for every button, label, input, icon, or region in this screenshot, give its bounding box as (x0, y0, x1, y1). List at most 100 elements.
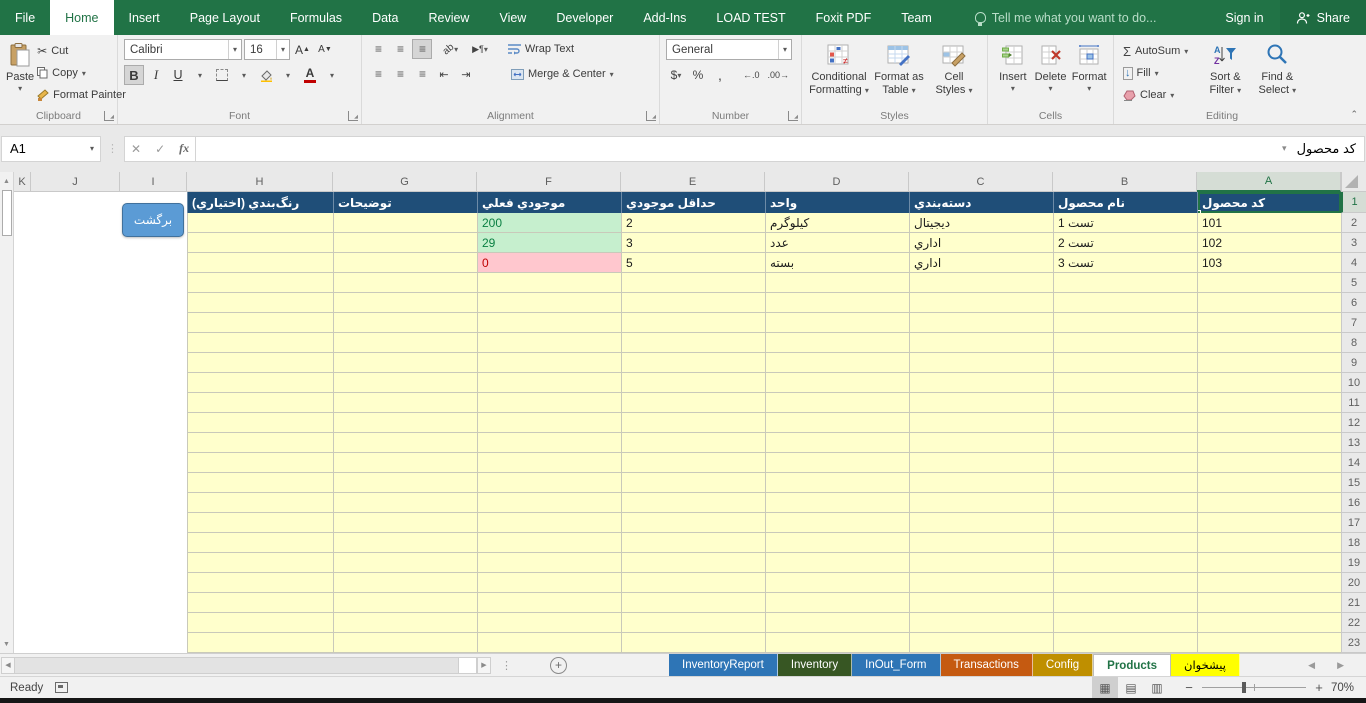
cell-B14[interactable] (1053, 453, 1197, 473)
cell-E17[interactable] (621, 513, 765, 533)
cell-I18[interactable] (120, 533, 187, 553)
cell-H14[interactable] (187, 453, 333, 473)
cell-H13[interactable] (187, 433, 333, 453)
row-header-23[interactable]: 23 (1341, 633, 1366, 653)
cell-K7[interactable] (14, 313, 31, 333)
cell-F3[interactable]: 29 (477, 233, 621, 253)
column-header-E[interactable]: E (621, 172, 765, 192)
cell-D15[interactable] (765, 473, 909, 493)
cell-A11[interactable] (1197, 393, 1341, 413)
row-header-1[interactable]: 1 (1341, 192, 1366, 213)
confirm-entry-button[interactable]: ✓ (155, 141, 166, 156)
column-header-C[interactable]: C (909, 172, 1053, 192)
next-sheet-icon[interactable]: ▶ (1337, 659, 1344, 670)
cell-C4[interactable]: اداري (909, 253, 1053, 273)
ribbon-tab-load-test[interactable]: LOAD TEST (716, 10, 786, 25)
cell-I12[interactable] (120, 413, 187, 433)
cell-G9[interactable] (333, 353, 477, 373)
cell-F13[interactable] (477, 433, 621, 453)
cell-A20[interactable] (1197, 573, 1341, 593)
cell-E16[interactable] (621, 493, 765, 513)
cell-I8[interactable] (120, 333, 187, 353)
cell-C3[interactable]: اداري (909, 233, 1053, 253)
cell-B18[interactable] (1053, 533, 1197, 553)
row-header-11[interactable]: 11 (1341, 393, 1366, 413)
increase-decimal-button[interactable]: ←.0 (743, 70, 760, 80)
cell-B22[interactable] (1053, 613, 1197, 633)
row-header-15[interactable]: 15 (1341, 473, 1366, 493)
column-header-G[interactable]: G (333, 172, 477, 192)
cell-K22[interactable] (14, 613, 31, 633)
cell-B5[interactable] (1053, 273, 1197, 293)
font-size-combo[interactable]: 16 ▾ (244, 39, 290, 60)
formula-bar-expand-icon[interactable]: ▾ (1282, 143, 1287, 153)
cell-J9[interactable] (31, 353, 120, 373)
column-header-D[interactable]: D (765, 172, 909, 192)
cell-G13[interactable] (333, 433, 477, 453)
cell-J10[interactable] (31, 373, 120, 393)
ribbon-tab-home[interactable]: Home (50, 0, 114, 35)
cell-E4[interactable]: 5 (621, 253, 765, 273)
sheet-tab-config[interactable]: Config (1032, 654, 1094, 676)
sign-in-button[interactable]: Sign in (1225, 10, 1264, 25)
cell-I21[interactable] (120, 593, 187, 613)
cell-F18[interactable] (477, 533, 621, 553)
cell-styles-button[interactable]: Cell Styles ▾ (928, 39, 980, 106)
horizontal-scroll-thumb[interactable] (15, 656, 459, 674)
cell-E1[interactable]: حداقل موجودي (621, 192, 765, 213)
cell-B7[interactable] (1053, 313, 1197, 333)
cell-I11[interactable] (120, 393, 187, 413)
cell-F2[interactable]: 200 (477, 213, 621, 233)
row-header-18[interactable]: 18 (1341, 533, 1366, 553)
cell-K21[interactable] (14, 593, 31, 613)
cell-B1[interactable]: نام محصول (1053, 192, 1197, 213)
cell-H8[interactable] (187, 333, 333, 353)
cell-A14[interactable] (1197, 453, 1341, 473)
cell-C20[interactable] (909, 573, 1053, 593)
cell-E14[interactable] (621, 453, 765, 473)
cell-K2[interactable] (14, 213, 31, 233)
ribbon-tab-file[interactable]: File (15, 10, 36, 25)
cell-C14[interactable] (909, 453, 1053, 473)
row-header-6[interactable]: 6 (1341, 293, 1366, 313)
cell-A10[interactable] (1197, 373, 1341, 393)
cell-J11[interactable] (31, 393, 120, 413)
cell-E11[interactable] (621, 393, 765, 413)
cell-I9[interactable] (120, 353, 187, 373)
cell-K18[interactable] (14, 533, 31, 553)
cell-H19[interactable] (187, 553, 333, 573)
accounting-format-button[interactable]: $ ▾ (670, 68, 682, 82)
orientation-button[interactable]: ab ▾ (440, 41, 459, 57)
cell-A4[interactable]: 103 (1197, 253, 1341, 273)
cell-G1[interactable]: توضيحات (333, 192, 477, 213)
cell-E9[interactable] (621, 353, 765, 373)
cell-H11[interactable] (187, 393, 333, 413)
cell-B12[interactable] (1053, 413, 1197, 433)
cell-A3[interactable]: 102 (1197, 233, 1341, 253)
autosum-button[interactable]: Σ AutoSum ▾ (1123, 43, 1189, 59)
zoom-level[interactable]: 70% (1330, 681, 1354, 694)
cell-I13[interactable] (120, 433, 187, 453)
cell-C10[interactable] (909, 373, 1053, 393)
cell-I5[interactable] (120, 273, 187, 293)
cell-G19[interactable] (333, 553, 477, 573)
fill-button[interactable]: ↓ Fill ▾ (1123, 66, 1159, 80)
cell-H4[interactable] (187, 253, 333, 273)
cell-C15[interactable] (909, 473, 1053, 493)
font-name-combo[interactable]: Calibri ▾ (124, 39, 242, 60)
cell-C22[interactable] (909, 613, 1053, 633)
cell-F10[interactable] (477, 373, 621, 393)
alignment-dialog-launcher[interactable] (646, 111, 656, 121)
cell-I22[interactable] (120, 613, 187, 633)
grow-font-button[interactable]: A ▲ (295, 42, 310, 57)
sheet-tab-پیشخوان[interactable]: پیشخوان (1171, 654, 1240, 676)
row-header-4[interactable]: 4 (1341, 253, 1366, 273)
cell-B4[interactable]: تست 3 (1053, 253, 1197, 273)
column-header-F[interactable]: F (477, 172, 621, 192)
cell-D9[interactable] (765, 353, 909, 373)
cell-B8[interactable] (1053, 333, 1197, 353)
sheet-tab-inventory[interactable]: Inventory (777, 654, 853, 676)
page-break-view-button[interactable]: ▥ (1151, 680, 1163, 695)
cell-C7[interactable] (909, 313, 1053, 333)
find-select-button[interactable]: Find & Select ▾ (1251, 39, 1303, 106)
